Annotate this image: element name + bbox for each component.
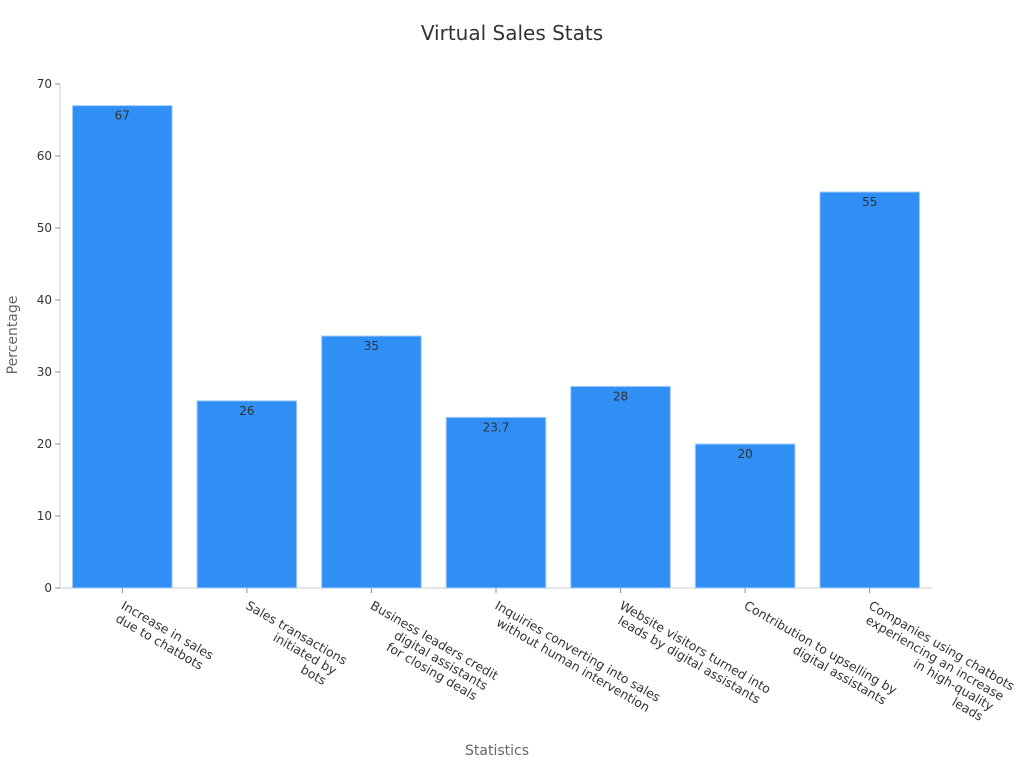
x-tick-label: Increase in salesdue to chatbots xyxy=(112,598,217,675)
bar-value-label: 28 xyxy=(613,389,628,403)
y-tick-label: 20 xyxy=(37,437,52,451)
bar-value-label: 35 xyxy=(364,339,379,353)
bar xyxy=(71,105,173,589)
bar xyxy=(819,191,921,589)
y-axis: 0 10 20 30 40 50 60 70 xyxy=(37,77,61,595)
bar-value-label: 23.7 xyxy=(483,420,510,434)
chart-title: Virtual Sales Stats xyxy=(421,21,603,45)
bar xyxy=(321,335,422,589)
x-tick-label: Sales transactionsinitiated bybots xyxy=(229,598,350,692)
bars xyxy=(71,105,921,589)
x-tick-label: Business leaders creditdigital assistant… xyxy=(354,598,501,708)
bar-value-label: 26 xyxy=(239,404,254,418)
bar xyxy=(445,416,547,589)
bar-value-label: 55 xyxy=(862,195,877,209)
bar xyxy=(570,385,671,589)
x-tick-label: Companies using chatbotsexperiencing an … xyxy=(845,598,1017,730)
bar-value-label: 67 xyxy=(115,109,130,123)
bar xyxy=(196,400,298,589)
bar-value-label: 20 xyxy=(738,447,753,461)
x-axis-title: Statistics xyxy=(465,743,529,759)
y-tick-label: 50 xyxy=(37,221,52,235)
y-tick-label: 0 xyxy=(44,581,52,595)
y-axis-title: Percentage xyxy=(5,296,21,375)
y-tick-label: 30 xyxy=(37,365,52,379)
y-tick-label: 40 xyxy=(37,293,52,307)
data-labels: 67 26 35 23.7 28 20 55 xyxy=(115,109,878,461)
y-tick-label: 10 xyxy=(37,509,52,523)
x-axis: Increase in salesdue to chatbots Sales tr… xyxy=(60,587,1017,730)
y-tick-label: 70 xyxy=(37,77,52,91)
bar xyxy=(694,443,796,589)
y-tick-label: 60 xyxy=(37,149,52,163)
